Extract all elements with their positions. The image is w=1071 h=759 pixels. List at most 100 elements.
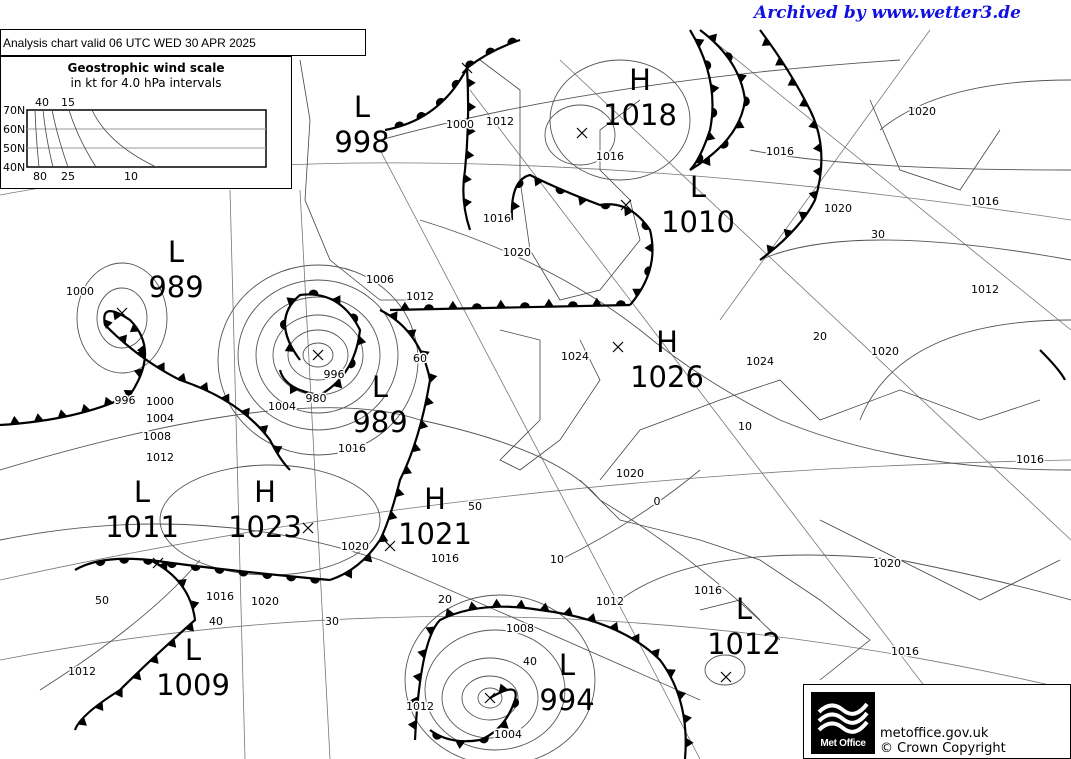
- lat-label: 40N: [3, 161, 26, 174]
- centre-cross-icon: [484, 692, 496, 704]
- speed-label: 25: [61, 170, 75, 183]
- cold-front-triangle: [498, 683, 509, 693]
- warm-front-semicircle: [310, 578, 321, 584]
- cold-front-triangle: [33, 413, 44, 422]
- cold-front-triangle: [388, 311, 398, 321]
- warm-front-semicircle: [724, 52, 733, 62]
- cold-front-triangle: [491, 598, 502, 607]
- cold-front-triangle: [707, 33, 717, 43]
- isobar-label: 1004: [494, 728, 522, 741]
- cold-front-triangle: [447, 300, 458, 309]
- cold-front-triangle: [184, 622, 194, 632]
- isobar: [424, 629, 566, 751]
- isobar: [559, 469, 701, 561]
- cold-front: [0, 310, 291, 471]
- cold-front-triangle: [586, 613, 597, 623]
- isobar: [287, 329, 349, 381]
- isobar-label: 1016: [1016, 453, 1044, 466]
- speed-label: 15: [61, 96, 75, 109]
- isobar-label: 40: [209, 615, 223, 628]
- warm-front-semicircle: [286, 575, 297, 582]
- warm-front-semicircle: [600, 204, 611, 210]
- isobar-label: 0: [654, 495, 661, 508]
- pressure-type: H: [656, 325, 678, 359]
- warm-front-semicircle: [308, 289, 319, 296]
- pressure-value: 1012: [707, 627, 781, 661]
- isobar-labels: 1000 101210161016102010161020102030101610…: [65, 104, 1046, 743]
- warm-front-semicircle: [515, 178, 524, 189]
- warm-front-semicircle: [744, 96, 750, 107]
- pressure-value: 1026: [630, 360, 704, 394]
- cold-front-triangle: [591, 297, 602, 306]
- warm-front-semicircle: [519, 302, 530, 308]
- isobar: [759, 239, 1071, 261]
- speed-label: 40: [35, 96, 49, 109]
- warm-front-semicircle: [190, 565, 201, 572]
- pressure-value: 1010: [661, 205, 735, 239]
- cold-front-triangle: [9, 415, 20, 425]
- isobar-label: 1016: [891, 645, 919, 658]
- isobar-label: 1020: [824, 202, 852, 215]
- warm-front-semicircle: [485, 47, 496, 55]
- pressure-type: L: [372, 370, 388, 404]
- warm-front-semicircle: [350, 313, 359, 323]
- centre-cross-icon: [461, 62, 473, 74]
- met-office-footer: Met Office metoffice.gov.uk © Crown Copy…: [803, 684, 1071, 759]
- isobar-label: 30: [325, 615, 339, 628]
- cold-front-triangle: [158, 561, 168, 571]
- isobar: [619, 554, 1071, 601]
- isobar-label: 980: [306, 392, 327, 405]
- cold-front-triangle: [424, 396, 434, 407]
- cold-front-triangle: [407, 329, 417, 339]
- isobar-label: 1020: [908, 105, 936, 118]
- cold-front-triangle: [775, 56, 785, 66]
- warm-front-semicircle: [435, 97, 445, 107]
- cold-front-triangle: [511, 200, 521, 211]
- cold-front-triangle: [543, 298, 554, 307]
- warm-front-semicircle: [615, 300, 626, 306]
- isobar-label: 1016: [694, 584, 722, 597]
- cold-front-triangle: [465, 149, 475, 160]
- cold-front-triangle: [624, 207, 634, 217]
- cold-front-triangle: [123, 390, 134, 399]
- cold-front-triangle: [176, 372, 187, 383]
- warm-front-semicircle: [416, 112, 426, 120]
- site-link[interactable]: metoffice.gov.uk: [880, 726, 989, 741]
- cold-front-triangle: [735, 119, 745, 129]
- cold-front-triangle: [495, 299, 506, 308]
- warm-front-semicircle: [711, 107, 718, 118]
- speed-label: 80: [33, 170, 47, 183]
- cold-front-triangle: [666, 669, 676, 678]
- cold-front-triangle: [133, 368, 144, 378]
- warm-front-semicircle: [119, 558, 130, 564]
- warm-front-semicircle: [311, 393, 322, 400]
- cold-front-triangle: [468, 601, 478, 611]
- warm-front-semicircle: [641, 221, 650, 231]
- isobar-label: 30: [871, 228, 885, 241]
- occ-front: [510, 173, 654, 306]
- cold-front-triangle: [419, 419, 429, 430]
- warm-front-semicircle: [555, 187, 566, 195]
- cold-front-triangle: [445, 608, 455, 618]
- cold-front-triangle: [644, 242, 653, 253]
- isobar-label: 1012: [486, 115, 514, 128]
- isobar-label: 40: [523, 655, 537, 668]
- isobar: [255, 296, 381, 414]
- cold-front-triangle: [787, 77, 798, 86]
- stat-front: [389, 303, 631, 312]
- warm-front-semicircle: [423, 304, 434, 310]
- isobar-label: 1008: [506, 622, 534, 635]
- pressure-type: H: [254, 475, 276, 509]
- isobar: [302, 342, 334, 368]
- isobar-label: 1016: [971, 195, 999, 208]
- isobar: [419, 219, 1071, 471]
- isobar-label: 1016: [483, 212, 511, 225]
- cold-front-triangle: [80, 403, 91, 413]
- pressure-value: 1021: [398, 517, 472, 551]
- isobar-label: 1020: [616, 467, 644, 480]
- pressure-type: L: [559, 648, 575, 682]
- pressure-value: 1023: [228, 510, 302, 544]
- pressure-type: L: [134, 475, 150, 509]
- cold-front-triangle: [409, 696, 419, 707]
- isobar-label: 1020: [503, 246, 531, 259]
